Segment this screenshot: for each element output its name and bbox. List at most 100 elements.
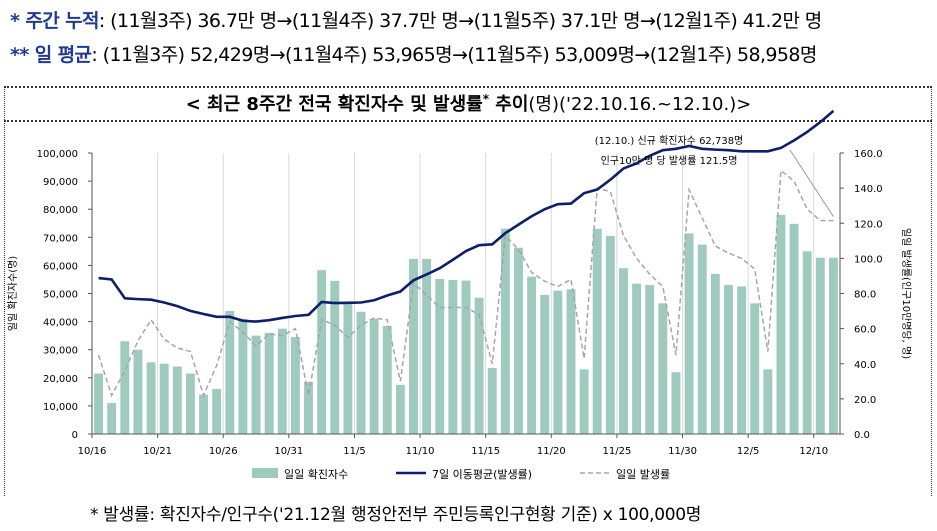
- bar-daily-cases: [514, 247, 523, 434]
- annotation-leader: [789, 149, 834, 217]
- bar-daily-cases: [264, 332, 274, 434]
- x-tick-label: 10/16: [78, 446, 107, 457]
- bar-daily-cases: [277, 328, 287, 434]
- annotation-line-1: (12.10.) 신규 확진자수 62,738명: [595, 135, 744, 147]
- y2-tick-label: 60.0: [854, 325, 876, 336]
- y2-tick-label: 20.0: [854, 395, 876, 406]
- y2-tick-label: 140.0: [854, 184, 883, 195]
- bar-daily-cases: [461, 280, 471, 434]
- line-moving-average: [98, 109, 835, 323]
- bar-daily-cases: [94, 373, 104, 434]
- bar-daily-cases: [146, 362, 156, 434]
- bar-daily-cases: [619, 268, 628, 434]
- y-tick-label: 0: [72, 430, 78, 441]
- y-tick-label: 20,000: [43, 374, 78, 385]
- y2-tick-label: 160.0: [854, 149, 883, 160]
- chart-frame: [4, 86, 932, 496]
- bar-daily-cases: [185, 373, 195, 434]
- bar-daily-cases: [317, 270, 327, 434]
- bar-daily-cases: [737, 286, 747, 434]
- y2-axis-label: 일일 발생률(인구10만명당, 명): [900, 228, 912, 359]
- legend-label-rate: 일일 발생률: [616, 467, 670, 481]
- bar-daily-cases: [828, 257, 838, 434]
- bar-daily-cases: [553, 290, 563, 434]
- bar-daily-cases: [369, 318, 379, 434]
- y2-tick-label: 120.0: [854, 219, 883, 230]
- series-daily-rate: [97, 169, 834, 398]
- y2-tick-label: 100.0: [854, 254, 883, 265]
- x-tick-label: 11/25: [602, 446, 631, 457]
- bar-daily-cases: [750, 303, 760, 434]
- bar-daily-cases: [422, 258, 432, 434]
- bar-daily-cases: [199, 394, 209, 434]
- bar-daily-cases: [671, 372, 681, 434]
- chart: 0 10,000 20,000 30,000 40,000 50,000 60,000 70,…: [7, 109, 912, 481]
- headline-daily-marker: **: [10, 44, 35, 66]
- bar-daily-cases: [605, 235, 615, 434]
- bar-daily-cases: [645, 285, 655, 434]
- x-tick-label: 12/5: [737, 446, 759, 457]
- bar-daily-cases: [290, 337, 300, 434]
- y-tick-label: 60,000: [43, 261, 78, 272]
- bar-daily-cases: [172, 366, 182, 434]
- y2-tick-label: 80.0: [854, 290, 876, 301]
- bar-daily-cases: [304, 382, 313, 434]
- bar-daily-cases: [225, 310, 235, 434]
- chart-title-period: ('22.10.16.~12.10.)>: [559, 94, 752, 115]
- legend-label-avg: 7일 이동평균(발생률): [432, 467, 532, 481]
- bar-daily-cases: [330, 280, 340, 434]
- chart-title-sup: *: [482, 92, 490, 106]
- bar-daily-cases: [133, 349, 143, 434]
- headline-weekly-text: : (11월3주) 36.7만 명→(11월4주) 37.7만 명→(11월5주…: [98, 10, 822, 32]
- series-moving-average: [98, 109, 835, 323]
- bar-daily-cases: [566, 289, 576, 434]
- headline-weekly-marker: *: [10, 10, 26, 32]
- line-daily-rate: [97, 169, 834, 398]
- y-tick-label: 30,000: [43, 346, 78, 357]
- bar-daily-cases: [435, 278, 445, 434]
- chart-title: < 최근 8주간 전국 확진자수 및 발생률* 추이(명)('22.10.16.…: [0, 90, 937, 116]
- bar-daily-cases: [527, 276, 537, 434]
- legend-swatch-bar: [252, 468, 278, 478]
- y-tick-label: 40,000: [43, 318, 78, 329]
- legend: 일일 확진자수 7일 이동평균(발생률) 일일 발생률: [252, 467, 670, 481]
- x-tick-label: 10/21: [143, 446, 172, 457]
- bar-daily-cases: [789, 223, 799, 434]
- footnote: * 발생률: 확진자수/인구수('21.12월 행정안전부 주민등록인구현황 기…: [90, 505, 702, 525]
- y-tick-label: 90,000: [43, 177, 78, 188]
- bar-daily-cases: [474, 297, 484, 434]
- y-tick-label: 50,000: [43, 290, 78, 301]
- bar-daily-cases: [723, 285, 733, 434]
- bar-daily-cases: [697, 244, 707, 434]
- x-tick-label: 10/26: [209, 446, 238, 457]
- bar-daily-cases: [815, 257, 825, 434]
- bar-daily-cases: [409, 258, 418, 434]
- bar-daily-cases: [710, 273, 720, 434]
- bar-daily-cases: [802, 251, 812, 434]
- y-tick-label: 80,000: [43, 205, 78, 216]
- bar-daily-cases: [159, 363, 169, 434]
- bar-daily-cases: [776, 214, 786, 434]
- bar-daily-cases: [120, 341, 130, 434]
- y-tick-label: 70,000: [43, 233, 78, 244]
- x-tick-label: 10/31: [274, 446, 303, 457]
- bar-daily-cases: [592, 228, 602, 434]
- bar-daily-cases: [238, 318, 248, 434]
- y2-tick-label: 40.0: [854, 360, 876, 371]
- headline-daily-text: : (11월3주) 52,429명→(11월4주) 53,965명→(11월5주…: [91, 44, 817, 66]
- chart-title-mid: 추이: [489, 94, 529, 115]
- bar-daily-cases: [107, 403, 117, 434]
- bar-daily-cases: [684, 233, 694, 434]
- x-tick-label: 11/10: [406, 446, 435, 457]
- x-tick-label: 11/5: [343, 446, 365, 457]
- bar-daily-cases: [487, 367, 497, 434]
- legend-label-bar: 일일 확진자수: [284, 467, 348, 481]
- bar-daily-cases: [500, 228, 510, 434]
- bars-daily-cases: [94, 214, 838, 434]
- bar-daily-cases: [658, 303, 668, 434]
- x-tick-label: 11/30: [668, 446, 697, 457]
- x-tick-label: 12/10: [799, 446, 828, 457]
- bar-daily-cases: [251, 335, 261, 434]
- headline-weekly-label: 주간 누적: [25, 10, 99, 32]
